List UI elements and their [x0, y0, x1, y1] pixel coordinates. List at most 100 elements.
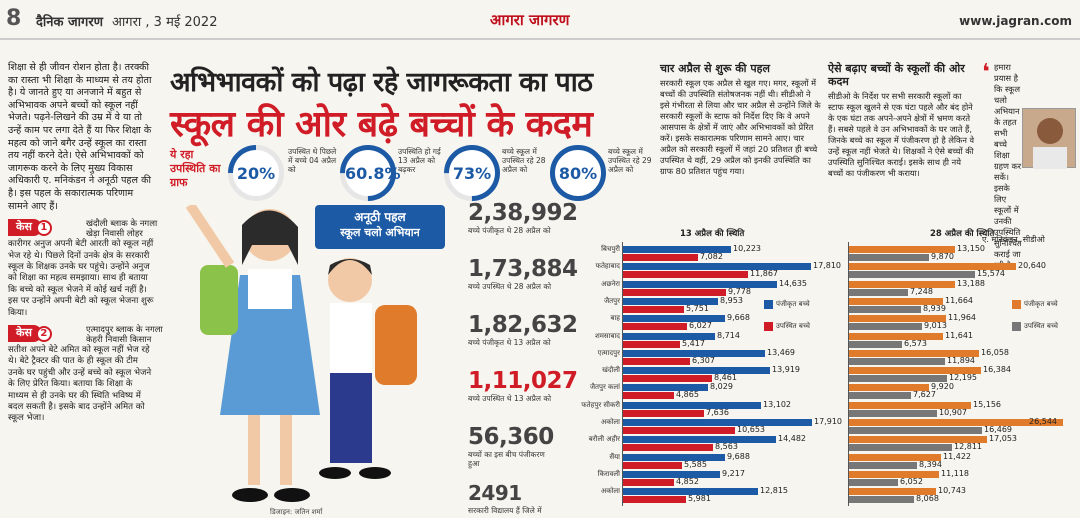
article-start-title: चार अप्रैल से शुरू की पहल: [660, 62, 770, 75]
bar-registered: [849, 246, 955, 253]
district-label: अछनेरा: [601, 279, 620, 288]
bar-present: [623, 375, 712, 383]
bar-present: [849, 461, 917, 469]
case-1-number: 1: [35, 220, 52, 237]
bar-value: 4,852: [676, 476, 699, 486]
stat-item: 2,38,992 बच्चे पंजीकृत थे 28 अप्रैल को: [468, 200, 578, 256]
girl-hair: [242, 210, 298, 265]
bar-value: 9,870: [931, 252, 954, 261]
stats-column: 2,38,992 बच्चे पंजीकृत थे 28 अप्रैल को 1,…: [468, 200, 578, 518]
boy-pants: [330, 373, 372, 463]
bar-value: 7,636: [706, 407, 729, 417]
paper-name: दैनिक जागरण: [36, 15, 104, 30]
bar-registered: [849, 488, 936, 496]
bar-value: 9,668: [727, 313, 750, 323]
boy-bag: [375, 305, 417, 385]
stat-item: 56,360 बच्चों का इस बीच पंजीकरण हुआ: [468, 424, 554, 480]
initiative-banner: अनूठी पहल स्कूल चलो अभियान: [315, 205, 445, 249]
bar-registered: [849, 297, 943, 305]
bar-value: 6,027: [689, 321, 712, 331]
bar-registered: [849, 315, 946, 323]
bar-value: 7,082: [700, 252, 723, 261]
bar-registered: [849, 263, 1016, 271]
bar-value: 8,939: [923, 303, 946, 313]
bar-present: [849, 444, 952, 452]
bar-present: [623, 288, 726, 296]
bar-value: 9,778: [728, 286, 751, 296]
case-2-body: सतीश अपने बेटे अमित को स्कूल नहीं भेज रह…: [8, 344, 152, 424]
bar-present: [623, 357, 690, 365]
bar-value: 12,815: [760, 486, 788, 496]
district-label: फतेहपुर सीकरी: [581, 400, 620, 409]
bar-present: [849, 478, 898, 486]
boy-shoe: [359, 467, 391, 479]
site-url[interactable]: www.jagran.com: [959, 14, 1072, 28]
bar-registered: [623, 332, 715, 340]
stat-label: बच्चे उपस्थित थे 28 अप्रैल को: [468, 282, 552, 291]
bar-registered: [623, 419, 812, 426]
bar-value: 9,217: [722, 468, 745, 478]
bar-present: [623, 409, 704, 417]
bar-present: [849, 427, 982, 434]
attendance-value: 20%: [236, 164, 276, 183]
case-1-header: केस 1 खंदौली ब्लाक के नगला खेड़ा निवासी ल…: [8, 219, 160, 239]
bar-value: 17,810: [813, 261, 841, 271]
bar-registered: [623, 384, 708, 392]
headline-main: अभिभावकों को पढ़ा रहे जागरूकता का पाठ: [170, 67, 593, 98]
bar-value: 11,894: [947, 355, 975, 365]
stat-number: 1,82,632: [468, 312, 578, 338]
bar-registered: [623, 488, 758, 496]
bar-present: [623, 392, 674, 400]
bar-present: [849, 254, 929, 261]
stat-number: 56,360: [468, 424, 554, 450]
bar-value: 6,307: [692, 355, 715, 365]
district-label: एत्मादपुर: [597, 348, 620, 357]
bar-value: 11,867: [750, 269, 778, 279]
page-number: 8: [6, 6, 22, 31]
banner-subtitle: स्कूल चलो अभियान: [340, 226, 420, 239]
district-label: शमसाबाद: [594, 331, 620, 340]
bar-registered: [623, 246, 731, 253]
bar-present: [849, 496, 914, 504]
bar-registered: [623, 401, 761, 409]
bar-value: 12,811: [954, 442, 982, 452]
bar-present: [623, 271, 748, 279]
attendance-circle: 73%: [432, 133, 512, 213]
bar-present: [849, 392, 911, 400]
girl-dress: [220, 275, 320, 415]
bar-value: 14,635: [779, 278, 807, 288]
bar-value: 8,461: [714, 373, 737, 383]
attendance-value: 80%: [558, 164, 598, 183]
bar-value: 6,052: [900, 476, 923, 486]
bar-value: 11,664: [945, 295, 973, 305]
intro-text: शिक्षा से ही जीवन रोशन होता है। तरक्की क…: [8, 62, 152, 212]
bar-registered: [849, 436, 987, 444]
bar-registered: [849, 470, 939, 478]
bar-value: 8,563: [715, 442, 738, 452]
bar-value: 20,640: [1018, 261, 1046, 271]
attendance-note: बच्चे स्कूल में उपस्थित रहे 28 अप्रैल को: [502, 147, 546, 174]
quote-icon: ❛: [982, 60, 990, 85]
edition-title: आगरा जागरण: [490, 11, 570, 29]
legend-label: पंजीकृत बच्चे: [776, 300, 810, 308]
stat-item: 1,73,884 बच्चे उपस्थित थे 28 अप्रैल को: [468, 256, 578, 312]
bar-registered: [623, 315, 725, 323]
bar-value: 12,195: [949, 373, 977, 383]
bar-value: 15,156: [973, 399, 1001, 409]
district-label: जैतपुर कलां: [589, 383, 620, 392]
bar-present: [849, 305, 921, 313]
stat-item: 2491 सरकारी विद्यालय हैं जिले में: [468, 480, 552, 518]
stat-label: बच्चे उपस्थित थे 13 अप्रैल को: [468, 394, 552, 403]
cdo-portrait: [1022, 108, 1076, 169]
headline-secondary: स्कूल की ओर बढ़े बच्चों के कदम: [170, 104, 593, 145]
bar-value: 9,688: [727, 451, 750, 461]
bar-value: 8,394: [919, 459, 942, 469]
bar-registered: [623, 367, 770, 375]
bar-registered: [849, 384, 929, 392]
attendance-value: 73%: [452, 164, 492, 183]
article-steps-title: ऐसे बढ़ाए बच्चों के स्कूलों की ओर कदम: [828, 62, 965, 88]
quote-author: ए. मनिकंडन, सीडीओ: [982, 235, 1045, 244]
bar-value: 8,714: [717, 330, 740, 340]
bar-registered: [849, 419, 1063, 426]
bar-present: [849, 271, 975, 279]
